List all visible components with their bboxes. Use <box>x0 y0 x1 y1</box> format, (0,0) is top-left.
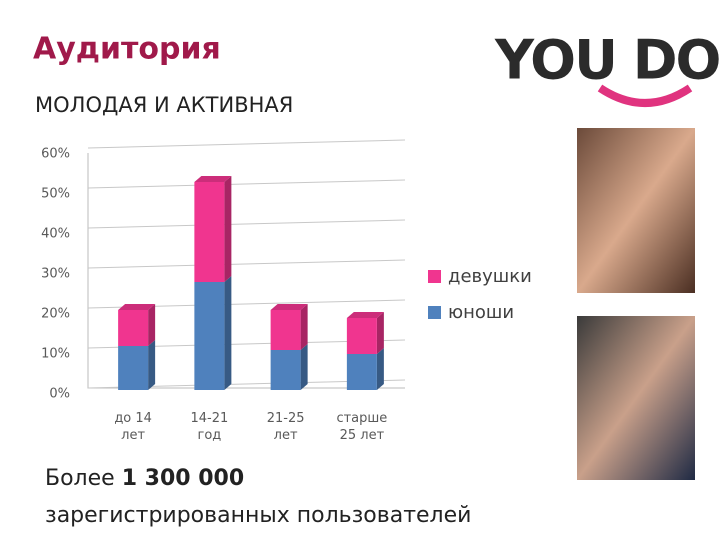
footer-prefix: Более <box>45 466 115 491</box>
legend-label: девушки <box>448 266 532 287</box>
bar <box>194 282 225 390</box>
x-tick-label: 14-21 год <box>190 411 229 443</box>
slide-subtitle: МОЛОДАЯ И АКТИВНАЯ <box>35 93 293 117</box>
bar-side <box>376 312 384 354</box>
logo-smile <box>597 84 693 107</box>
photo-girl <box>577 128 695 293</box>
bar <box>118 346 149 390</box>
bar-side <box>300 344 308 390</box>
y-tick-label: 30% <box>41 267 70 282</box>
bar <box>194 182 225 282</box>
grid-line <box>87 179 406 189</box>
footer-number: 1 300 000 <box>121 466 245 491</box>
grid-line <box>87 219 406 229</box>
x-tick-label: 21-25 лет <box>266 411 305 443</box>
bar-top <box>118 304 156 310</box>
x-tick-label: до 14 лет <box>114 411 152 443</box>
bar <box>270 310 301 350</box>
bar <box>118 310 149 346</box>
bar-side <box>148 304 156 346</box>
bar-side <box>224 276 232 390</box>
y-tick-label: 10% <box>41 347 70 362</box>
bar <box>270 350 301 390</box>
bar-side <box>300 304 308 350</box>
bar-side <box>148 340 156 390</box>
y-tick-label: 60% <box>41 147 70 162</box>
bar <box>346 318 377 354</box>
legend-swatch <box>428 270 441 283</box>
bar <box>346 354 377 390</box>
y-tick-label: 50% <box>41 187 70 202</box>
footer-line: Более 1 300 000 <box>45 466 244 491</box>
bar-top <box>194 176 232 182</box>
legend-label: юноши <box>448 302 514 323</box>
legend-swatch <box>428 306 441 319</box>
footer-suffix: зарегистрированных пользователей <box>45 503 472 528</box>
grid-line <box>87 139 406 149</box>
y-tick-label: 0% <box>49 387 70 402</box>
bar-side <box>376 348 384 390</box>
bar-top <box>346 312 384 318</box>
photo-boy <box>577 316 695 480</box>
grid-line <box>87 259 406 269</box>
bar-top <box>270 304 308 310</box>
bar-side <box>224 176 232 282</box>
x-tick-label: старше 25 лет <box>336 411 388 443</box>
y-tick-label: 20% <box>41 307 70 322</box>
logo: YOU DO <box>494 29 720 92</box>
slide-title: Аудитория <box>33 32 221 67</box>
y-tick-label: 40% <box>41 227 70 242</box>
